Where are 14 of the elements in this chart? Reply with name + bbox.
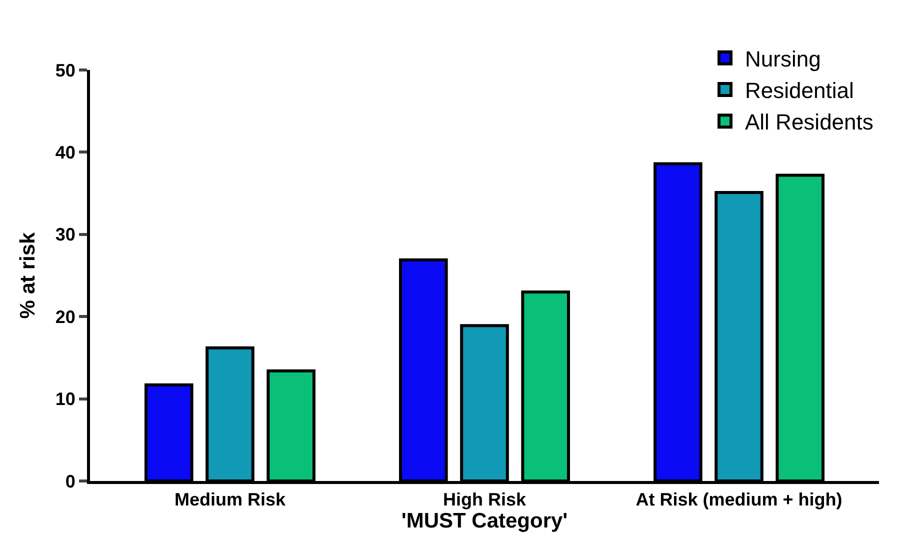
y-tick-label: 10 xyxy=(55,389,76,410)
legend-label: Residential xyxy=(745,78,854,104)
y-tick-label: 0 xyxy=(65,471,76,492)
y-tick-label: 20 xyxy=(55,306,76,327)
y-tick-label: 40 xyxy=(55,142,76,162)
x-axis-title: 'MUST Category' xyxy=(401,510,568,533)
y-axis-title: % at risk xyxy=(16,232,40,319)
legend-label: Nursing xyxy=(745,46,821,72)
x-tick-label: Medium Risk xyxy=(174,490,286,510)
y-tick-label: 30 xyxy=(55,224,76,245)
legend-label: All Residents xyxy=(745,110,874,135)
y-tick-label: 50 xyxy=(55,60,76,80)
x-tick-label: High Risk xyxy=(442,490,527,510)
x-tick-label: At Risk (medium + high) xyxy=(636,490,842,510)
